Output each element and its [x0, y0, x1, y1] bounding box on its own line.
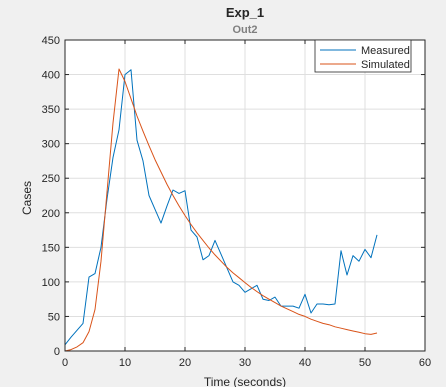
- y-axis-label: Cases: [20, 181, 34, 215]
- series-line-measured: [64, 69, 378, 346]
- x-tick-label: 60: [419, 357, 431, 369]
- legend-box: [314, 39, 412, 73]
- x-tick-label: 10: [119, 357, 131, 369]
- y-tick-label: 200: [42, 208, 60, 220]
- y-tick-label: 350: [42, 104, 60, 116]
- x-tick-label: 20: [179, 357, 191, 369]
- axis-ticks: 0 10 20 30 40 50 60 0 50 100 150 200 250 300 350 400 450: [42, 35, 431, 369]
- series-line-simulated: [64, 68, 378, 352]
- legend-label-measured: Measured: [361, 45, 410, 57]
- chart-title: Exp_1: [226, 5, 264, 20]
- x-tick-label: 40: [299, 357, 311, 369]
- y-tick-label: 50: [48, 311, 60, 323]
- x-tick-label: 0: [62, 357, 68, 369]
- legend-label-simulated: Simulated: [361, 59, 410, 71]
- chart-subtitle: Out2: [232, 24, 257, 36]
- y-tick-label: 400: [42, 70, 60, 82]
- y-tick-label: 0: [54, 346, 60, 358]
- y-tick-label: 450: [42, 35, 60, 47]
- x-axis-label: Time (seconds): [204, 375, 286, 387]
- y-tick-label: 100: [42, 277, 60, 289]
- series-lines: [64, 68, 378, 352]
- y-tick-label: 150: [42, 242, 60, 254]
- y-tick-label: 300: [42, 139, 60, 151]
- y-tick-label: 250: [42, 173, 60, 185]
- x-tick-label: 50: [359, 357, 371, 369]
- x-tick-label: 30: [239, 357, 251, 369]
- legend: Measured Simulated: [314, 39, 412, 73]
